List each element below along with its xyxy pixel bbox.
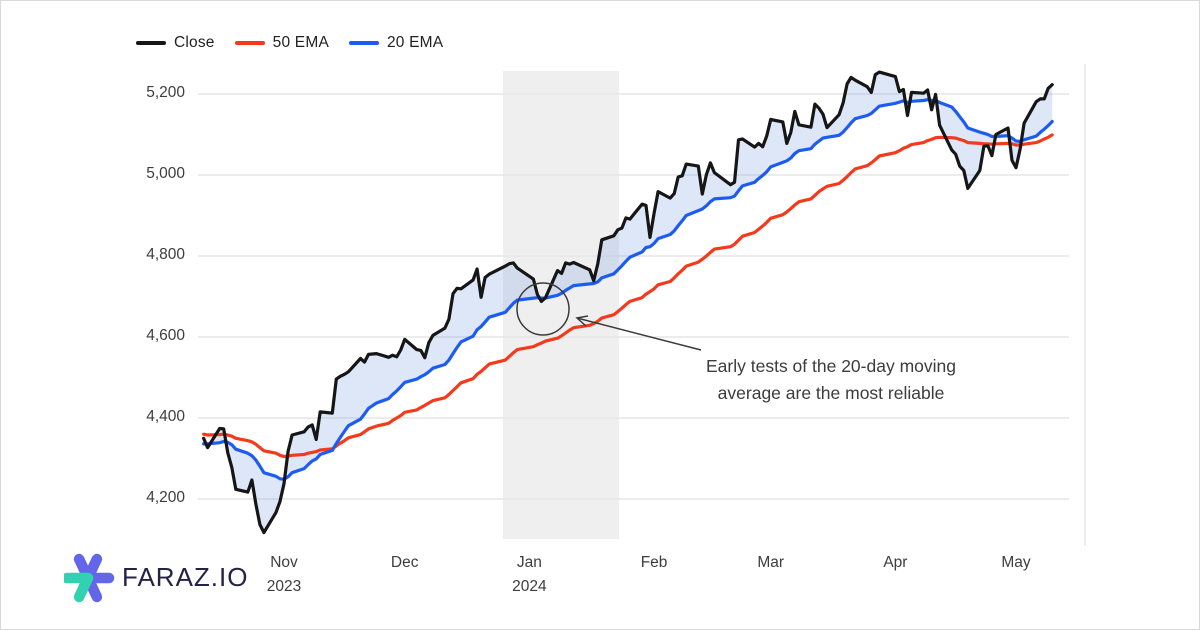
x-axis-label: Apr (883, 554, 908, 571)
highlight-circle (516, 282, 570, 336)
chart-legend: Close 50 EMA 20 EMA (136, 34, 443, 52)
legend-label: Close (174, 34, 215, 51)
annotation-arrow (576, 317, 702, 351)
arrowhead-icon (575, 315, 589, 327)
close-line (202, 70, 1054, 535)
brand-logo: FARAZ.IO (64, 549, 248, 605)
ema50-line-swatch (234, 41, 265, 45)
chart-annotation: Early tests of the 20-day moving average… (651, 353, 1011, 407)
legend-label: 50 EMA (272, 34, 329, 51)
legend-item-close: Close (136, 34, 215, 52)
asterisk-logo-icon (64, 553, 115, 603)
ema20-line (202, 98, 1054, 481)
brand-name: FARAZ.IO (122, 561, 249, 592)
x-axis-label: Mar (757, 554, 785, 571)
x-axis-label: Dec (390, 554, 419, 571)
annotation-line-1: Early tests of the 20-day moving (706, 356, 956, 376)
y-axis-label: 5,000 (146, 165, 185, 182)
legend-label: 20 EMA (386, 34, 444, 51)
annotation-line-2: average are the most reliable (717, 383, 945, 404)
y-axis-label: 4,800 (146, 246, 185, 263)
close-line-swatch (136, 41, 166, 45)
ema20-line-swatch (348, 41, 379, 45)
y-axis-label: 5,200 (146, 84, 185, 101)
legend-item-50ema: 50 EMA (234, 34, 329, 52)
x-axis-label: Jan 2024 (512, 554, 547, 595)
x-axis-label: May (1001, 554, 1031, 571)
y-axis-label: 4,200 (146, 489, 185, 506)
ema50-line (202, 133, 1054, 459)
y-axis-label: 4,400 (146, 408, 185, 425)
y-axis-label: 4,600 (146, 327, 185, 344)
x-axis-label: Feb (640, 554, 668, 571)
highlight-band (503, 71, 619, 539)
x-axis-label: Nov 2023 (266, 554, 302, 595)
legend-item-20ema: 20 EMA (348, 34, 444, 52)
logo-arm (73, 572, 94, 603)
